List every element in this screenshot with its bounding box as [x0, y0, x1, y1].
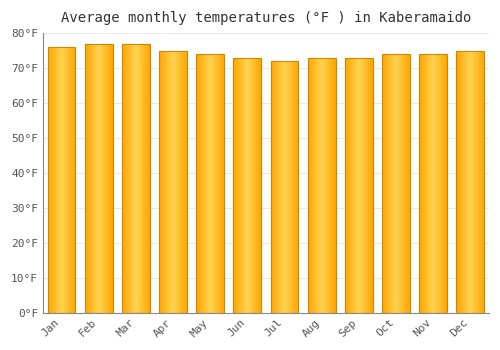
Bar — [122, 44, 150, 313]
Bar — [48, 47, 76, 313]
Bar — [419, 54, 447, 313]
Bar — [196, 54, 224, 313]
Bar — [159, 51, 187, 313]
Bar — [345, 58, 373, 313]
Bar — [85, 44, 112, 313]
Bar — [270, 61, 298, 313]
Bar — [308, 58, 336, 313]
Bar — [234, 58, 262, 313]
Title: Average monthly temperatures (°F ) in Kaberamaido: Average monthly temperatures (°F ) in Ka… — [60, 11, 471, 25]
Bar — [382, 54, 410, 313]
Bar — [456, 51, 484, 313]
